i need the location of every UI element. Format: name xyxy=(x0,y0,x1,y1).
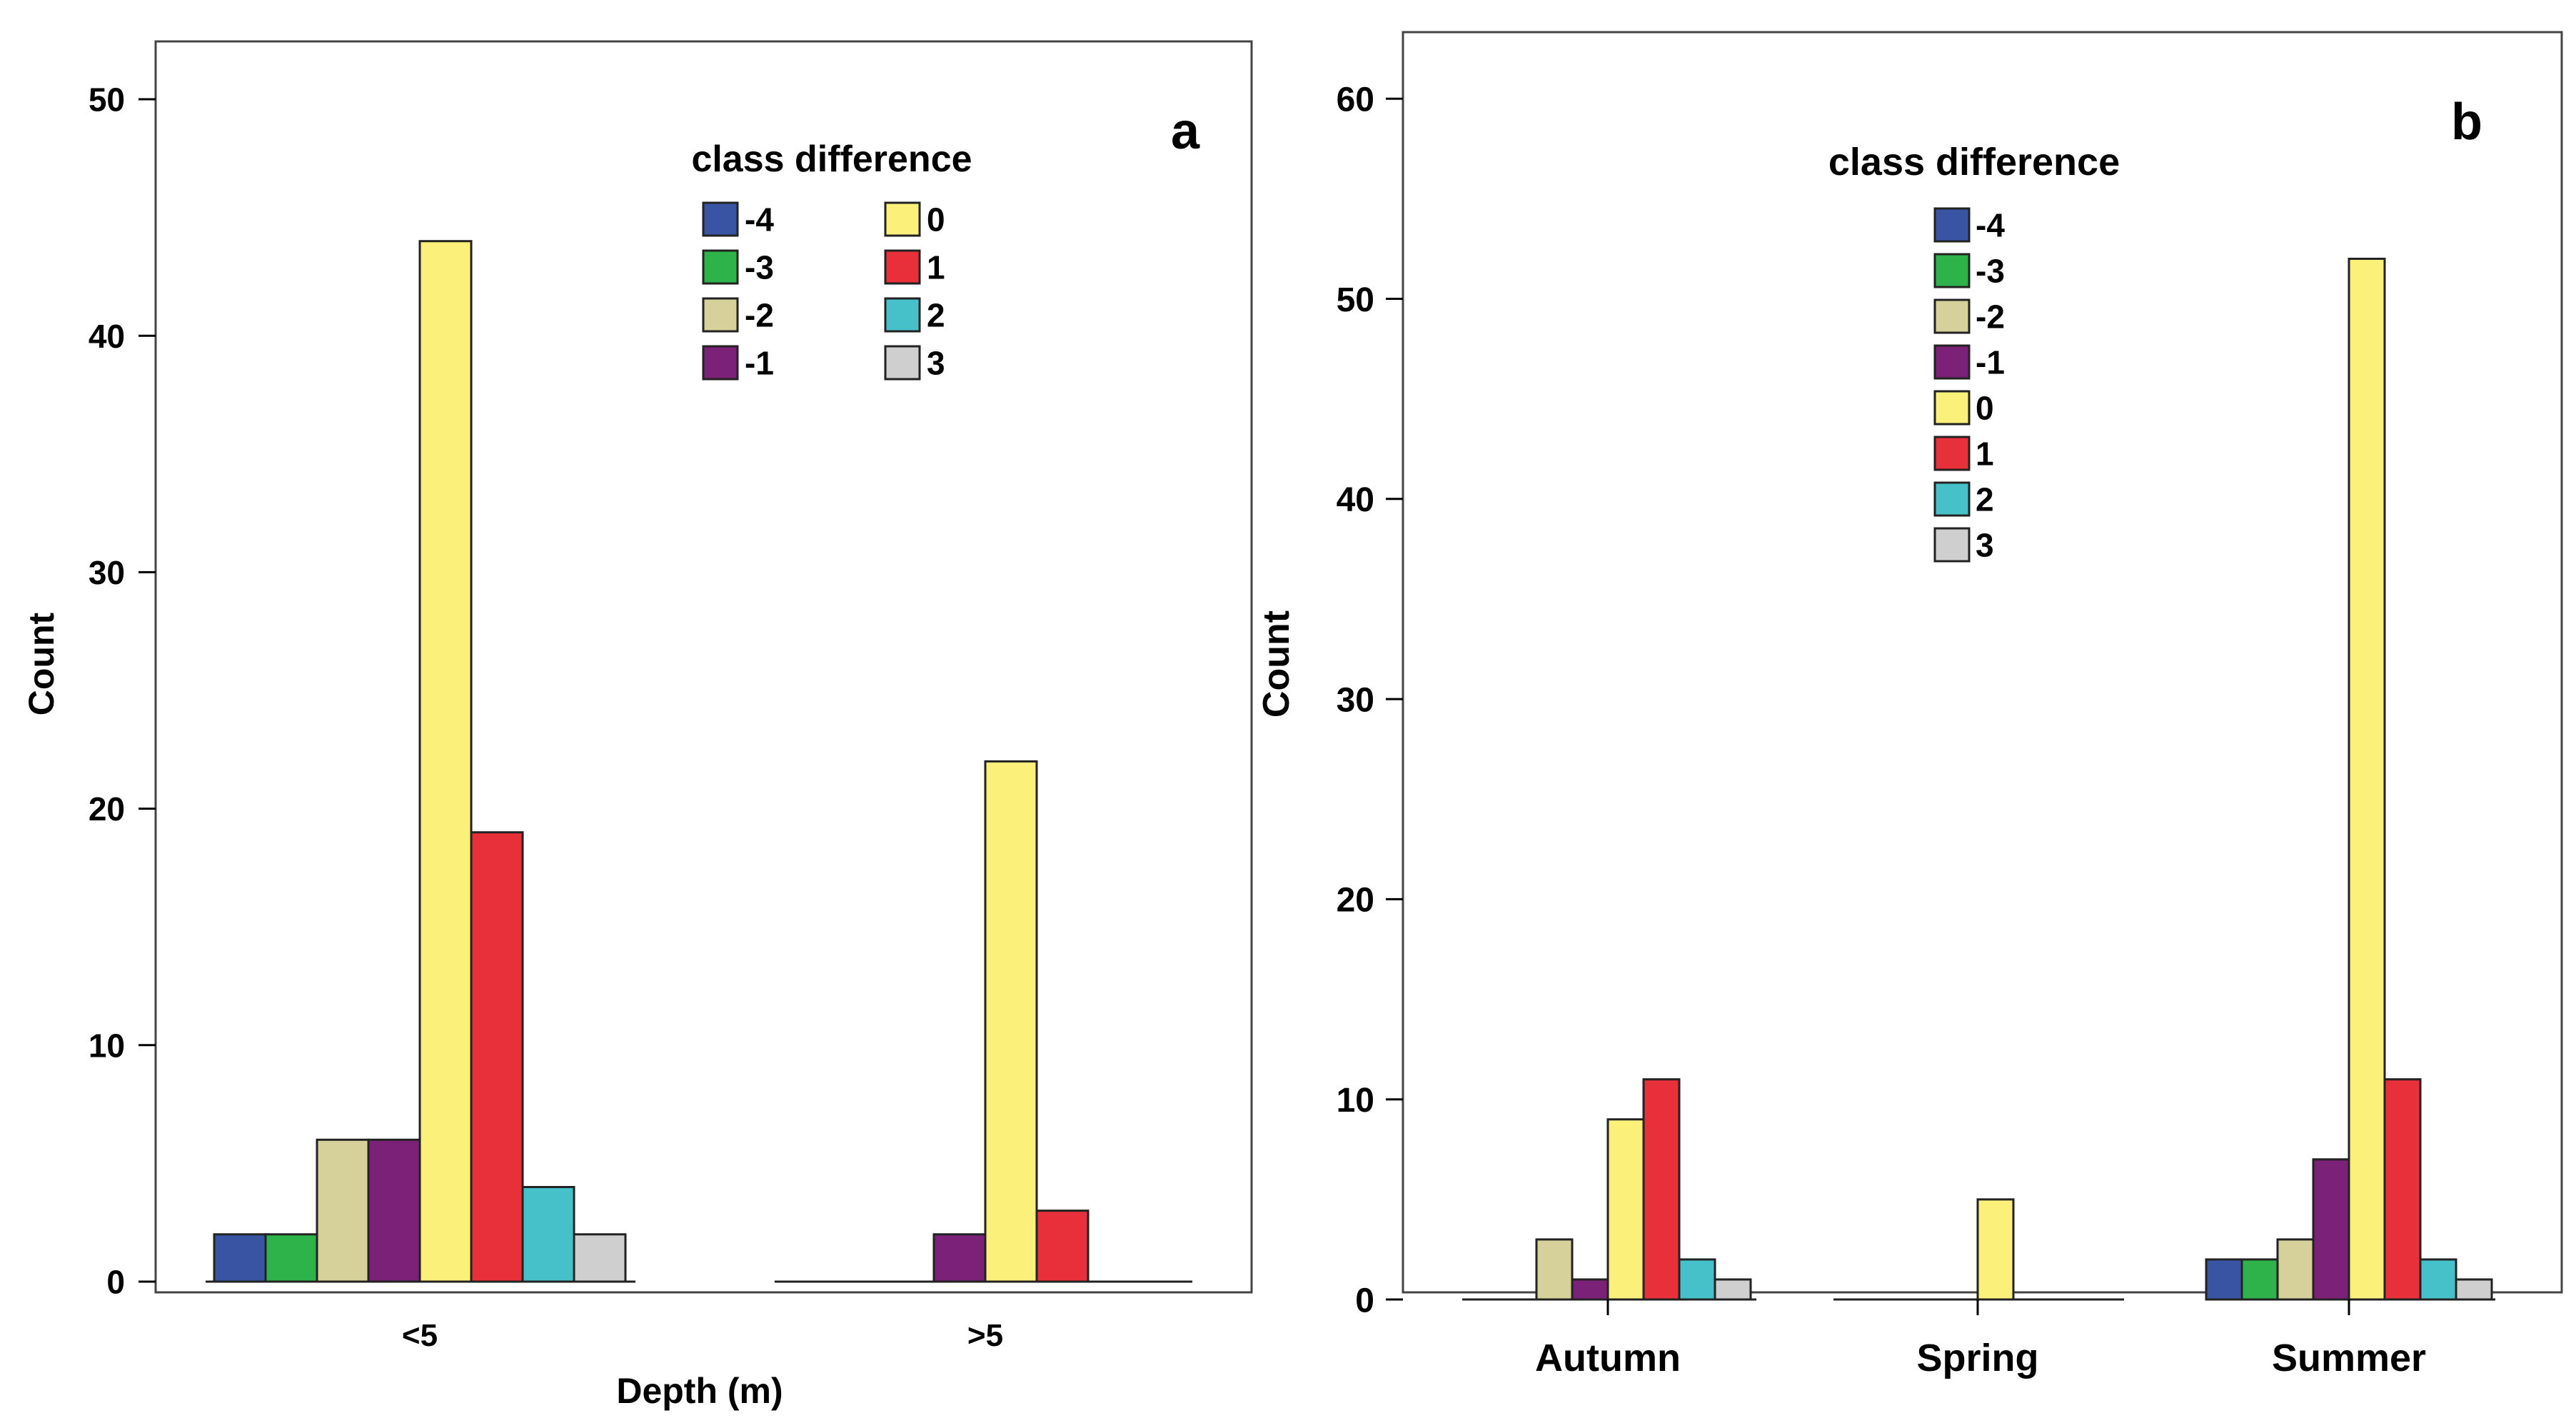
legend-label: -3 xyxy=(1976,253,2005,290)
y-tick-label: 50 xyxy=(89,81,125,119)
bar-5-class-0 xyxy=(418,240,473,1283)
y-tick-label: 10 xyxy=(1337,1082,1374,1120)
bar-5-class-0 xyxy=(984,760,1038,1283)
y-tick-label: 0 xyxy=(106,1264,125,1301)
legend-label: 3 xyxy=(927,345,945,382)
legend-label: -1 xyxy=(745,345,774,382)
y-tick-label: 0 xyxy=(1355,1282,1374,1319)
bar-Autumn-class-2 xyxy=(1678,1258,1716,1301)
x-axis-title: Depth (m) xyxy=(616,1371,783,1411)
y-tick-label: 40 xyxy=(89,318,125,355)
bar-5-class-2 xyxy=(521,1186,575,1283)
y-tick-label: 50 xyxy=(1337,281,1374,319)
category-label: Autumn xyxy=(1535,1337,1681,1379)
legend-label: 1 xyxy=(1976,436,1994,473)
legend-label: 2 xyxy=(1976,481,1994,518)
legend-label: 1 xyxy=(927,249,945,286)
legend-swatch xyxy=(1933,436,1971,471)
bar-5-class-1 xyxy=(470,831,524,1283)
bar-Autumn-class--2 xyxy=(1535,1238,1574,1301)
panel-letter: b xyxy=(2451,94,2482,151)
legend-label: -4 xyxy=(1976,207,2005,244)
legend-swatch xyxy=(1933,527,1971,563)
legend-label: -4 xyxy=(745,201,774,238)
bar-Summer-class-2 xyxy=(2419,1258,2457,1301)
bar-Summer-class-0 xyxy=(2348,257,2386,1301)
bar-Summer-class--1 xyxy=(2312,1158,2350,1301)
bar-Autumn-class-1 xyxy=(1642,1078,1681,1301)
bar-Summer-class--3 xyxy=(2240,1258,2279,1301)
y-axis-title: Count xyxy=(21,612,61,715)
y-axis-title: Count xyxy=(1256,610,1297,718)
legend-swatch xyxy=(884,345,921,381)
bar-5-class--1 xyxy=(367,1138,421,1283)
legend-swatch xyxy=(884,297,921,333)
legend-label: -2 xyxy=(1976,298,2005,336)
bar-Autumn-class-0 xyxy=(1606,1118,1645,1301)
bar-Summer-class-3 xyxy=(2455,1278,2493,1301)
legend-label: -1 xyxy=(1976,344,2005,381)
legend: class difference -4 -3 -2 -1 0 1 2 3 xyxy=(691,139,972,382)
legend-swatch xyxy=(884,201,921,237)
category-label: Spring xyxy=(1917,1337,2039,1379)
y-tick-label: 40 xyxy=(1337,481,1374,519)
panel-letter: a xyxy=(1171,103,1200,160)
legend-swatch xyxy=(884,249,921,285)
bar-5-class--4 xyxy=(213,1233,267,1283)
bar-Summer-class-1 xyxy=(2383,1078,2422,1301)
legend-label: 2 xyxy=(927,297,945,334)
bar-5-class--3 xyxy=(264,1233,318,1283)
legend-swatch xyxy=(1933,253,1971,288)
legend-swatch xyxy=(1933,207,1971,243)
legend-label: 0 xyxy=(1976,390,1994,427)
y-tick-label: 20 xyxy=(1337,882,1374,920)
bar-Spring-class-0 xyxy=(1976,1198,2015,1301)
legend-swatch xyxy=(702,345,739,381)
bar-5-class-3 xyxy=(573,1233,627,1283)
category-label: >5 xyxy=(967,1318,1003,1353)
legend-label: -3 xyxy=(745,249,774,286)
bar-Autumn-class-3 xyxy=(1714,1278,1752,1301)
y-tick-label: 60 xyxy=(1337,81,1374,119)
bar-Summer-class--2 xyxy=(2276,1238,2315,1301)
bar-5-class--1 xyxy=(932,1233,987,1283)
bar-5-class-1 xyxy=(1035,1210,1090,1283)
legend-swatch xyxy=(702,201,739,237)
plot-frame xyxy=(154,40,1253,1294)
bar-Summer-class--4 xyxy=(2205,1258,2243,1301)
bar-Autumn-class--1 xyxy=(1571,1278,1609,1301)
legend-label: 3 xyxy=(1976,527,1994,564)
legend-label: -2 xyxy=(745,297,774,334)
bar-5-class--2 xyxy=(316,1138,370,1283)
legend-swatch xyxy=(1933,298,1971,334)
y-tick-label: 30 xyxy=(89,554,125,591)
legend-swatch xyxy=(1933,344,1971,380)
y-tick-label: 10 xyxy=(89,1027,125,1064)
category-label: <5 xyxy=(402,1318,438,1353)
legend-title: class difference xyxy=(691,139,972,180)
y-tick-label: 20 xyxy=(89,790,125,828)
legend-swatch xyxy=(702,297,739,333)
legend: class difference -4 -3 -2 -1 0 1 2 3 xyxy=(1828,141,2120,564)
category-label: Summer xyxy=(2272,1337,2426,1379)
legend-swatch xyxy=(702,249,739,285)
legend-swatch xyxy=(1933,390,1971,426)
legend-swatch xyxy=(1933,481,1971,517)
legend-label: 0 xyxy=(927,201,945,238)
y-tick-label: 30 xyxy=(1337,681,1374,719)
legend-title: class difference xyxy=(1828,141,2120,183)
